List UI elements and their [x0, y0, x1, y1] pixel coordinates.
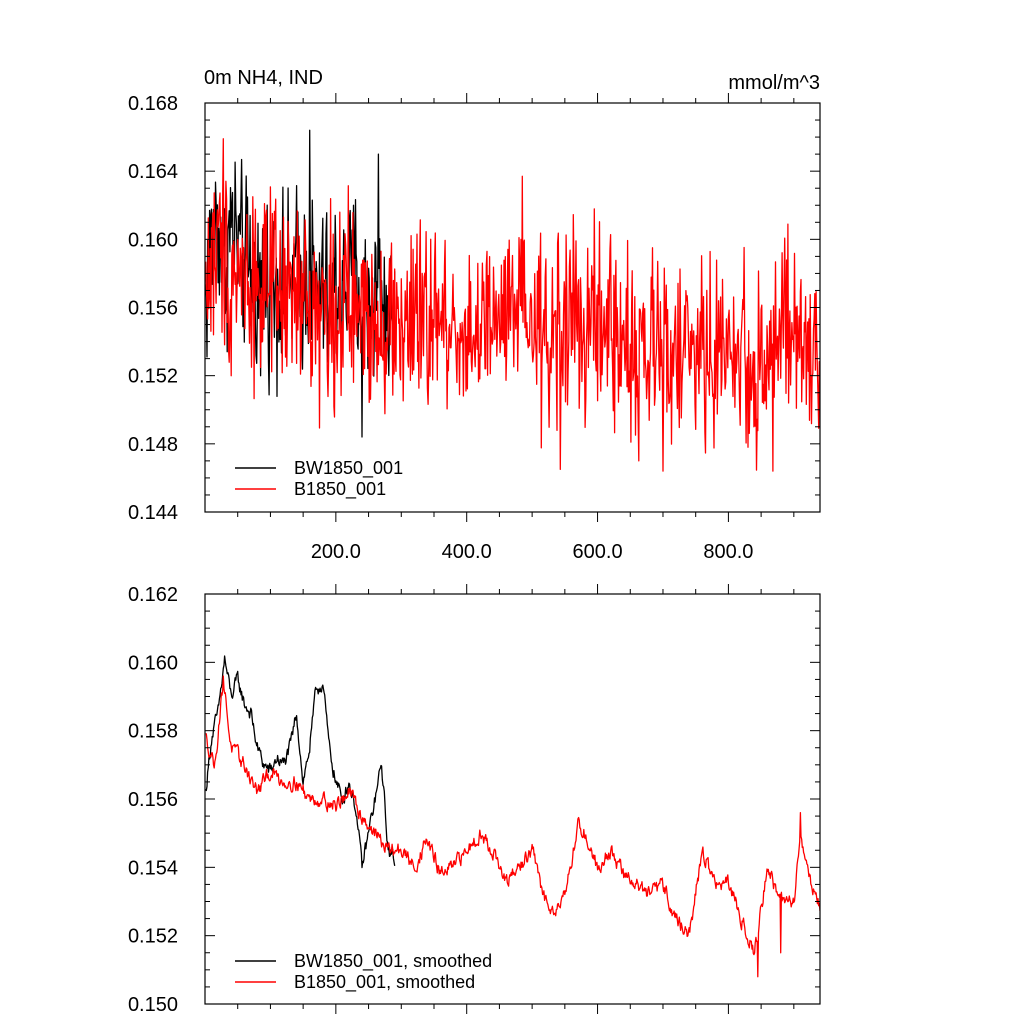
y-tick-label: 0.156 — [128, 298, 178, 320]
bottom-panel-frame — [204, 593, 821, 1005]
top-panel-x-tick-labels: 200.0 400.0 600.0 800.0 — [311, 541, 754, 563]
legend-label: B1850_001, smoothed — [294, 972, 475, 993]
legend-label: BW1850_001 — [294, 458, 403, 479]
y-tick-label: 0.158 — [128, 721, 178, 743]
series-line-bw1850 — [205, 655, 396, 869]
y-tick-label: 0.154 — [128, 857, 178, 879]
x-tick-label: 600.0 — [573, 541, 623, 563]
bottom-panel: 0.150 0.152 0.154 0.156 0.158 0.160 0.162 BW18… — [128, 584, 821, 1016]
series-line-b1850 — [205, 138, 820, 472]
y-tick-label: 0.164 — [128, 161, 178, 183]
legend-label: B1850_001 — [294, 479, 386, 500]
x-tick-label: 200.0 — [311, 541, 361, 563]
y-tick-label: 0.148 — [128, 434, 178, 456]
x-tick-label: 400.0 — [442, 541, 492, 563]
y-tick-label: 0.150 — [128, 994, 178, 1016]
bottom-panel-y-tick-labels: 0.150 0.152 0.154 0.156 0.158 0.160 0.162 — [128, 584, 178, 1016]
y-tick-label: 0.152 — [128, 366, 178, 388]
top-panel: 0.144 0.148 0.152 0.156 0.160 0.164 0.168 200.… — [128, 93, 821, 563]
y-tick-label: 0.160 — [128, 652, 178, 674]
y-tick-label: 0.152 — [128, 926, 178, 948]
x-tick-label: 800.0 — [703, 541, 753, 563]
chart-title-left: 0m NH4, IND — [204, 67, 323, 89]
top-panel-ticks — [205, 93, 820, 522]
bottom-panel-series — [205, 655, 820, 978]
y-tick-label: 0.156 — [128, 789, 178, 811]
top-panel-series — [205, 129, 820, 472]
y-tick-label: 0.160 — [128, 229, 178, 251]
legend-label: BW1850_001, smoothed — [294, 951, 492, 972]
bottom-panel-ticks — [205, 584, 820, 1014]
y-tick-label: 0.168 — [128, 93, 178, 115]
series-line-b1850 — [205, 675, 820, 978]
top-panel-y-tick-labels: 0.144 0.148 0.152 0.156 0.160 0.164 0.168 — [128, 93, 178, 524]
y-tick-label: 0.162 — [128, 584, 178, 606]
y-tick-label: 0.144 — [128, 502, 178, 524]
chart-units-label: mmol/m^3 — [728, 72, 820, 94]
